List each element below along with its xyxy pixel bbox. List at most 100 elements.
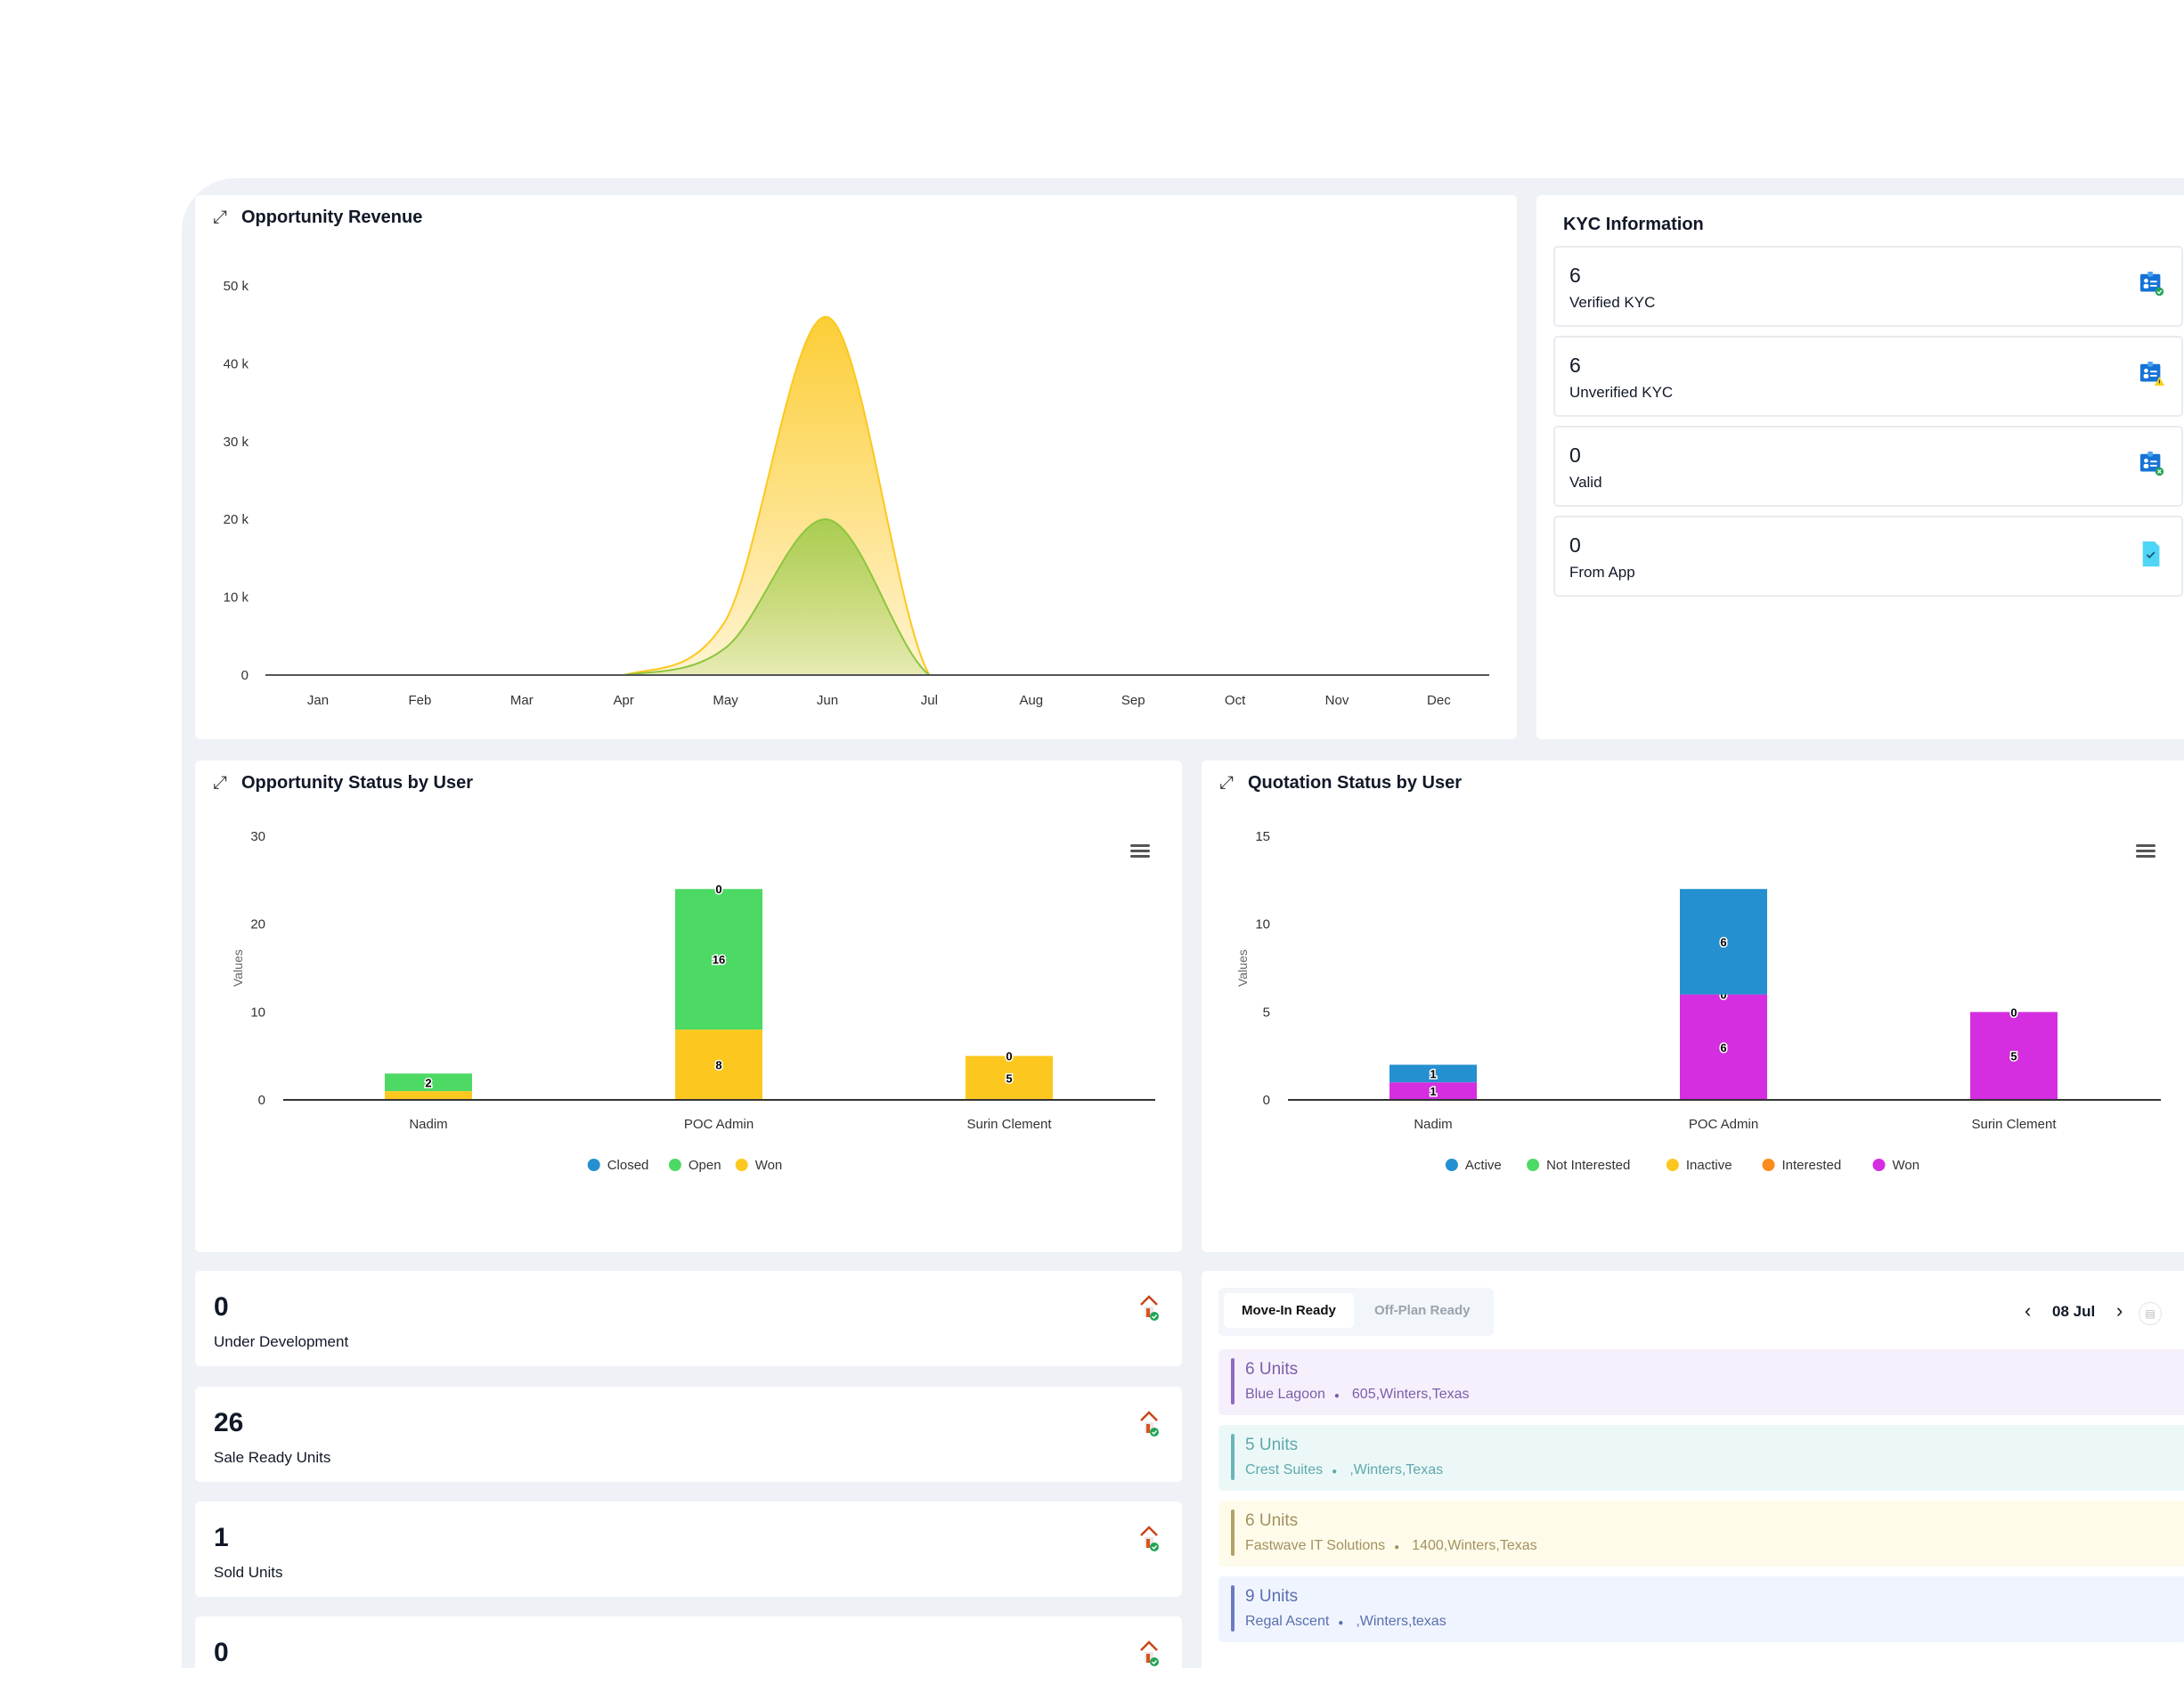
kyc-count: 0 [1569, 444, 1581, 467]
house-check-icon [1140, 1640, 1159, 1666]
kyc-item[interactable]: 0 Valid [1553, 426, 2183, 507]
tab-move-in-ready[interactable]: Move-In Ready [1224, 1293, 1354, 1328]
units-tabs: Move-In Ready Off-Plan Ready [1218, 1288, 1494, 1336]
property-address: ,Winters,Texas [1349, 1462, 1444, 1477]
units-card: Move-In Ready Off-Plan Ready ‹ 08 Jul › … [1202, 1271, 2184, 1668]
x-tick-label: Surin Clement [1971, 1117, 2057, 1132]
expand-icon[interactable]: ⤢ [213, 208, 227, 227]
legend-swatch [735, 1159, 748, 1171]
unit-list-item[interactable]: 6 Units Fastwave IT Solutions ● 1400,Winte… [1218, 1501, 2184, 1567]
x-tick-label: POC Admin [1689, 1117, 1758, 1132]
x-tick-label: Nadim [1414, 1117, 1452, 1132]
legend-label: Interested [1782, 1158, 1842, 1173]
bar-segment [966, 1055, 1053, 1100]
unit-count: 6 Units [1245, 1511, 1299, 1530]
id-card-check-icon [2139, 271, 2164, 297]
unit-list-item[interactable]: 5 Units Crest Suites ● ,Winters,Texas [1218, 1425, 2184, 1491]
kyc-item[interactable]: 6 Unverified KYC [1553, 336, 2183, 417]
house-check-icon [1140, 1411, 1159, 1437]
expand-icon[interactable]: ⤢ [1219, 773, 1234, 793]
stat-value: 0 [214, 1638, 229, 1667]
y-axis-label: Values [1235, 949, 1250, 987]
y-tick-label: 50 k [224, 279, 249, 294]
unit-list-item[interactable]: 9 Units Regal Ascent ● ,Winters,texas [1218, 1576, 2184, 1642]
kyc-item[interactable]: 6 Verified KYC [1553, 246, 2183, 327]
bar-segment [1389, 1064, 1477, 1083]
legend-swatch [1445, 1159, 1458, 1171]
kyc-card: KYC Information 6 Verified KYC 6 Unverif… [1536, 195, 2184, 739]
expand-icon[interactable]: ⤢ [213, 773, 227, 793]
legend-swatch [1872, 1159, 1886, 1171]
x-tick-label: May [713, 693, 738, 708]
y-tick-label: 10 [250, 1005, 265, 1020]
x-tick-label: Nadim [409, 1117, 447, 1132]
bar-segment [385, 1073, 472, 1092]
id-card-x-icon [2139, 451, 2164, 476]
stat-card: 0 Under Development [195, 1271, 1182, 1366]
bar-segment [1680, 994, 1767, 1100]
x-tick-label: POC Admin [684, 1117, 754, 1132]
property-name: Crest Suites [1245, 1462, 1324, 1477]
y-tick-label: 5 [1263, 1005, 1270, 1020]
y-tick-label: 0 [1263, 1093, 1270, 1108]
chart-menu-icon[interactable] [1130, 844, 1150, 859]
x-tick-label: Oct [1225, 693, 1246, 708]
y-tick-label: 10 k [224, 590, 249, 606]
bar-segment [675, 889, 762, 1030]
card-title: KYC Information [1563, 215, 1704, 234]
kyc-count: 0 [1569, 533, 1581, 557]
x-tick-label: Jan [307, 693, 329, 708]
stat-label: Sold Units [214, 1564, 283, 1581]
kyc-label: Unverified KYC [1569, 384, 1674, 401]
data-label: 6 [1720, 935, 1726, 948]
card-title: Opportunity Revenue [241, 208, 423, 227]
data-label: 5 [1006, 1071, 1012, 1085]
tab-off-plan-ready[interactable]: Off-Plan Ready [1374, 1303, 1471, 1318]
dot-separator: ● [1394, 1543, 1400, 1552]
dot-separator: ● [1332, 1467, 1338, 1477]
property-name: Fastwave IT Solutions [1245, 1538, 1386, 1553]
kyc-label: Valid [1569, 474, 1602, 491]
kyc-count: 6 [1569, 354, 1581, 377]
accent-bar [1231, 1510, 1235, 1556]
quotation-status-card: ⤢ Quotation Status by User 0 5 10 15 Values 1… [1202, 761, 2184, 1252]
x-tick-label: Nov [1325, 693, 1349, 708]
opportunity-status-card: ⤢ Opportunity Status by User 0 10 20 30 Valu… [195, 761, 1182, 1252]
y-tick-label: 40 k [224, 356, 249, 371]
chevron-left-icon[interactable]: ‹ [2025, 1299, 2032, 1322]
x-tick-label: Feb [408, 693, 431, 708]
legend-label: Won [755, 1158, 783, 1173]
data-label: 0 [1720, 989, 1726, 1002]
property-address: ,Winters,texas [1356, 1614, 1446, 1629]
accent-bar [1231, 1585, 1235, 1632]
chart-menu-icon[interactable] [2136, 844, 2155, 859]
x-tick-label: Sep [1121, 693, 1145, 708]
stat-value: 26 [214, 1408, 244, 1437]
legend-swatch [587, 1159, 600, 1171]
unit-list-item[interactable]: 6 Units Blue Lagoon ● 605,Winters,Texas [1218, 1349, 2184, 1415]
data-label: 8 [715, 1059, 721, 1072]
y-tick-label: 30 k [224, 435, 249, 450]
data-label: 1 [1430, 1085, 1436, 1098]
stat-card: 26 Sale Ready Units [195, 1387, 1182, 1482]
chevron-right-icon[interactable]: › [2116, 1299, 2123, 1322]
kyc-count: 6 [1569, 264, 1581, 287]
unit-count: 9 Units [1245, 1587, 1299, 1606]
accent-bar [1231, 1358, 1235, 1404]
x-tick-label: Dec [1427, 693, 1451, 708]
card-title: Opportunity Status by User [241, 773, 474, 793]
x-tick-label: Apr [614, 693, 634, 708]
accent-bar [1231, 1434, 1235, 1480]
bar-segment [1389, 1082, 1477, 1100]
y-tick-label: 0 [241, 668, 249, 683]
stat-card: 0 [195, 1616, 1182, 1668]
calendar-icon[interactable]: ▤ [2139, 1302, 2162, 1325]
y-tick-label: 0 [258, 1093, 265, 1108]
legend-swatch [668, 1159, 681, 1171]
x-tick-label: Aug [1019, 693, 1043, 708]
stat-label: Sale Ready Units [214, 1449, 331, 1466]
data-label: 0 [2010, 1005, 2017, 1019]
legend-label: Not Interested [1546, 1158, 1630, 1173]
kyc-item[interactable]: 0 From App [1553, 516, 2183, 597]
y-tick-label: 15 [1255, 829, 1270, 844]
